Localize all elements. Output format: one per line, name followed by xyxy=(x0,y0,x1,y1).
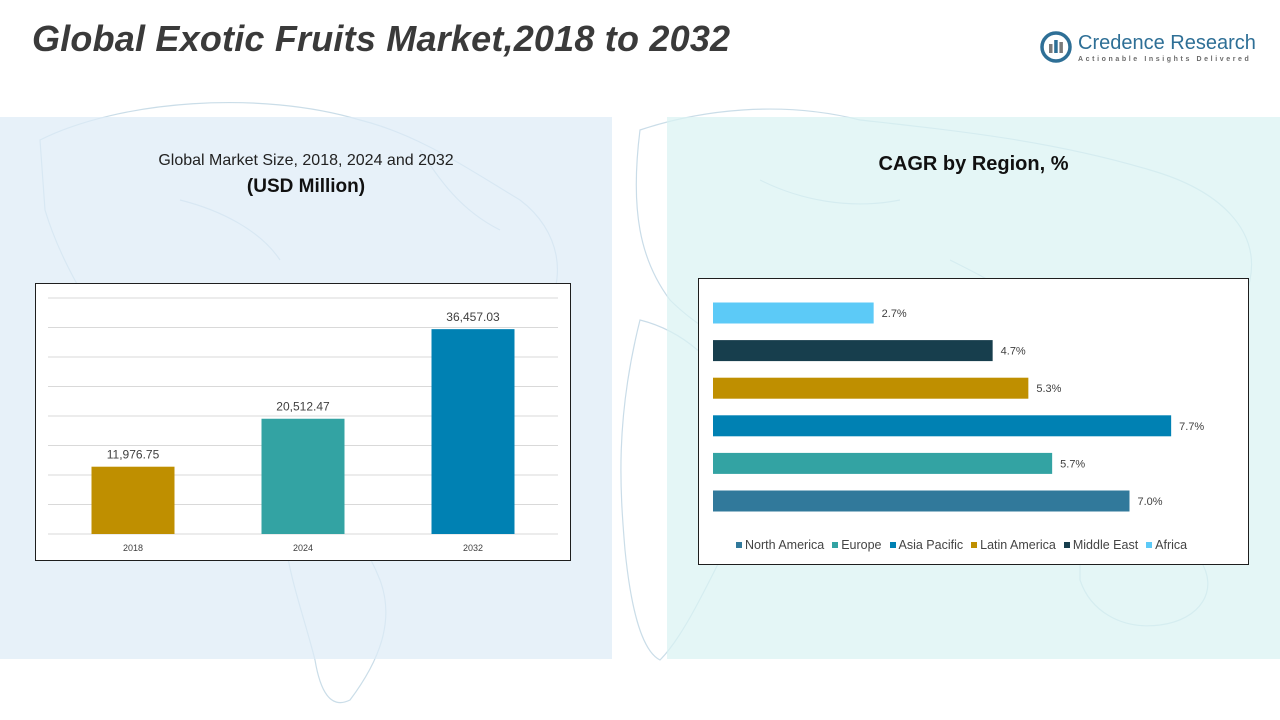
legend-label: North America xyxy=(745,538,825,552)
bar-value-label: 20,512.47 xyxy=(276,400,330,414)
bar-2018 xyxy=(91,466,175,534)
x-tick-label: 2018 xyxy=(123,543,143,553)
market-size-chart: 11,976.75 2018 20,512.47 2024 36,457.03 2032 xyxy=(35,283,571,561)
cagr-legend: North America Europe Asia Pacific Latin Ame… xyxy=(736,538,1187,552)
credence-logo-icon xyxy=(1040,31,1072,63)
bar-value-label: 36,457.03 xyxy=(446,310,500,324)
bar-asia-pacific xyxy=(713,415,1172,437)
legend-item: Asia Pacific xyxy=(889,538,964,552)
legend-swatch xyxy=(971,542,978,548)
market-size-title: Global Market Size, 2018, 2024 and 2032 xyxy=(158,152,454,169)
legend-label: Africa xyxy=(1155,538,1188,552)
bar-value-label: 7.7% xyxy=(1179,421,1204,433)
logo-tagline: Actionable Insights Delivered xyxy=(1078,56,1252,63)
cagr-chart: 7.0% 5.7% 7.7% 5.3% 4.7% 2.7% xyxy=(698,278,1249,565)
legend-item: Latin America xyxy=(971,538,1056,552)
bar-value-label: 4.7% xyxy=(1001,346,1026,358)
x-tick-label: 2032 xyxy=(463,543,483,553)
bar-value-label: 5.3% xyxy=(1036,383,1061,395)
bar-value-label: 5.7% xyxy=(1060,458,1085,470)
x-tick-label: 2024 xyxy=(293,543,313,553)
legend-swatch xyxy=(832,542,839,548)
brand-logo: Credence Research Actionable Insights De… xyxy=(1040,30,1260,70)
bar-latin-america xyxy=(713,377,1029,399)
legend-item: Africa xyxy=(1146,538,1187,552)
legend-item: Europe xyxy=(832,538,882,552)
bar-value-label: 7.0% xyxy=(1138,496,1163,508)
legend-item: North America xyxy=(736,538,824,552)
bar-middle-east xyxy=(713,340,993,362)
bar-north-america xyxy=(713,490,1130,512)
legend-swatch xyxy=(1146,542,1153,548)
bar-africa xyxy=(713,302,874,324)
market-size-bar-chart: 11,976.75 2018 20,512.47 2024 36,457.03 2032 xyxy=(48,297,558,553)
legend-label: Asia Pacific xyxy=(898,538,964,552)
bar-value-label: 2.7% xyxy=(882,308,907,320)
bar-europe xyxy=(713,452,1053,474)
legend-swatch xyxy=(889,542,896,548)
bar-2024 xyxy=(261,418,345,534)
cagr-bar-chart: 7.0% 5.7% 7.7% 5.3% 4.7% 2.7% xyxy=(713,302,1204,512)
bar-2032 xyxy=(431,329,515,534)
page-title: Global Exotic Fruits Market,2018 to 2032 xyxy=(32,18,731,59)
market-size-unit: (USD Million) xyxy=(246,176,366,197)
legend-label: Europe xyxy=(841,538,882,552)
legend-item: Middle East xyxy=(1063,538,1139,552)
logo-name: Credence Research xyxy=(1078,32,1256,54)
legend-label: Latin America xyxy=(980,538,1056,552)
legend-swatch xyxy=(736,542,742,548)
bar-value-label: 11,976.75 xyxy=(107,448,160,462)
legend-label: Middle East xyxy=(1072,538,1139,552)
cagr-title: CAGR by Region, % xyxy=(878,153,1069,175)
legend-swatch xyxy=(1063,542,1070,548)
